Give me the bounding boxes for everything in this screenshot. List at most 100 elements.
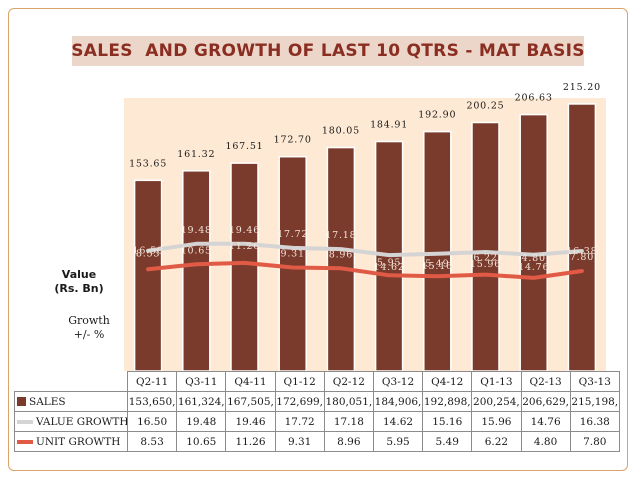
sales-table-cell: 200,254, — [471, 391, 522, 412]
unit-growth-line — [146, 260, 584, 280]
table-header-row: Q2-11 Q3-11 Q4-11 Q1-12 Q2-12 Q3-12 Q4-12 Q1-13… — [15, 371, 620, 392]
table-category-cell: Q1-13 — [471, 371, 522, 392]
unit-growth-label: 7.80 — [570, 252, 594, 263]
chart-title: SALES AND GROWTH OF LAST 10 QTRS - MAT B… — [71, 41, 585, 61]
unit-growth-table-cell: 7.80 — [569, 431, 620, 452]
unit-growth-label: 6.22 — [473, 253, 497, 264]
unit-growth-label: 10.65 — [181, 245, 212, 256]
sales-table-cell: 172,699, — [274, 391, 325, 412]
table-category-cell: Q4-12 — [422, 371, 473, 392]
value-growth-label: 19.46 — [229, 225, 260, 236]
value-growth-table-cell: 16.50 — [126, 411, 178, 432]
table-category-cell: Q3-13 — [569, 371, 620, 392]
sales-bar — [278, 155, 307, 372]
sales-bar-label: 200.25 — [466, 101, 504, 112]
sales-bar-label: 172.70 — [274, 135, 312, 146]
sales-table-cell: 167,505, — [225, 391, 276, 412]
value-growth-legend-key — [17, 419, 33, 424]
sales-bar-label: 167.51 — [225, 141, 263, 152]
sales-bar — [230, 162, 259, 372]
table-category-cell: Q2-13 — [520, 371, 571, 392]
table-row-header: UNIT GROWTH — [14, 431, 128, 452]
sales-bar — [519, 113, 548, 372]
unit-growth-table-cell: 4.80 — [520, 431, 571, 452]
value-growth-label: 17.18 — [325, 230, 356, 241]
growth-axis-label: Growth +/- % — [58, 314, 120, 342]
value-growth-label: 19.48 — [181, 225, 212, 236]
y-axis-label-line1: Value — [61, 268, 97, 281]
sales-bar — [423, 130, 452, 372]
table-category-cell: Q2-12 — [323, 371, 374, 392]
table-corner-cell — [15, 372, 128, 392]
unit-growth-label: 11.26 — [229, 241, 260, 252]
value-growth-table-cell: 14.76 — [520, 411, 571, 432]
sales-bar — [567, 103, 597, 372]
sales-bar — [182, 170, 211, 372]
unit-growth-table-cell: 11.26 — [225, 431, 276, 452]
unit-growth-legend-label: UNIT GROWTH — [36, 435, 121, 448]
table-category-cell: Q1-12 — [274, 371, 325, 392]
sales-bar-label: 192.90 — [418, 110, 456, 121]
value-growth-table-cell: 14.62 — [372, 411, 424, 432]
unit-growth-label: 5.49 — [425, 258, 449, 269]
value-growth-label: 15.16 — [422, 261, 453, 272]
sales-bar-label: 161.32 — [177, 149, 215, 160]
sales-table-cell: 206,629, — [520, 391, 571, 412]
sales-legend-label: SALES — [29, 395, 66, 408]
value-growth-table-cell: 16.38 — [569, 411, 620, 432]
sales-bar — [471, 121, 500, 372]
sales-bar-label: 180.05 — [322, 126, 360, 137]
sales-legend-key — [17, 397, 26, 406]
unit-growth-label: 9.31 — [281, 248, 305, 259]
growth-axis-label-line1: Growth — [68, 314, 110, 327]
unit-growth-table-cell: 6.22 — [471, 431, 522, 452]
table-row: UNIT GROWTH 8.53 10.65 11.26 9.31 8.96 5.95 5.4… — [14, 431, 620, 452]
slide-frame — [8, 8, 628, 471]
unit-growth-label: 8.53 — [136, 248, 160, 259]
value-growth-table-cell: 15.96 — [471, 411, 522, 432]
unit-growth-table-cell: 8.96 — [323, 431, 374, 452]
table-category-cell: Q3-11 — [176, 371, 227, 392]
table-category-cell: Q4-11 — [225, 371, 276, 392]
value-growth-legend-label: VALUE GROWTH — [36, 415, 128, 428]
unit-growth-legend-key — [17, 439, 33, 444]
title-banner: SALES AND GROWTH OF LAST 10 QTRS - MAT B… — [71, 36, 585, 66]
sales-bar-label: 184.91 — [370, 120, 408, 131]
value-growth-label: 17.72 — [277, 229, 308, 240]
table-category-cell: Q2-11 — [126, 371, 178, 392]
value-growth-line — [146, 241, 584, 258]
unit-growth-table-cell: 5.49 — [422, 431, 473, 452]
value-growth-table-cell: 17.72 — [274, 411, 325, 432]
value-growth-table-cell: 19.48 — [176, 411, 227, 432]
unit-growth-table-cell: 5.95 — [372, 431, 424, 452]
value-growth-table-cell: 17.18 — [323, 411, 374, 432]
data-table: Q2-11 Q3-11 Q4-11 Q1-12 Q2-12 Q3-12 Q4-12 Q1-13… — [14, 371, 620, 452]
sales-bar-label: 153.65 — [129, 158, 167, 169]
table-row-header: SALES — [14, 391, 128, 412]
sales-bar-label: 206.63 — [515, 93, 553, 104]
value-growth-label: 16.38 — [566, 246, 597, 257]
sales-table-cell: 153,650, — [126, 391, 178, 412]
y-axis-label: Value (Rs. Bn) — [48, 268, 110, 296]
table-row-header: VALUE GROWTH — [14, 411, 128, 432]
y-axis-label-line2: (Rs. Bn) — [54, 282, 104, 295]
sales-bar-label: 215.20 — [563, 82, 601, 93]
unit-growth-label: 5.95 — [377, 257, 401, 268]
value-growth-label: 16.50 — [132, 246, 163, 257]
sales-table-cell: 184,906, — [372, 391, 424, 412]
unit-growth-label: 4.80 — [522, 253, 546, 264]
value-growth-label: 15.96 — [470, 259, 501, 270]
table-category-cell: Q3-12 — [372, 371, 424, 392]
value-growth-table-cell: 15.16 — [422, 411, 473, 432]
sales-table-cell: 161,324, — [176, 391, 227, 412]
sales-table-cell: 215,198, — [569, 391, 620, 412]
value-growth-label: 14.62 — [373, 262, 404, 273]
table-row: SALES 153,650, 161,324, 167,505, 172,699, 180… — [14, 391, 620, 412]
unit-growth-table-cell: 8.53 — [126, 431, 178, 452]
table-row: VALUE GROWTH 16.50 19.48 19.46 17.72 17.18 14.… — [14, 411, 620, 432]
unit-growth-table-cell: 10.65 — [176, 431, 227, 452]
value-growth-label: 14.76 — [518, 262, 549, 273]
sales-bar — [133, 179, 163, 372]
unit-growth-table-cell: 9.31 — [274, 431, 325, 452]
